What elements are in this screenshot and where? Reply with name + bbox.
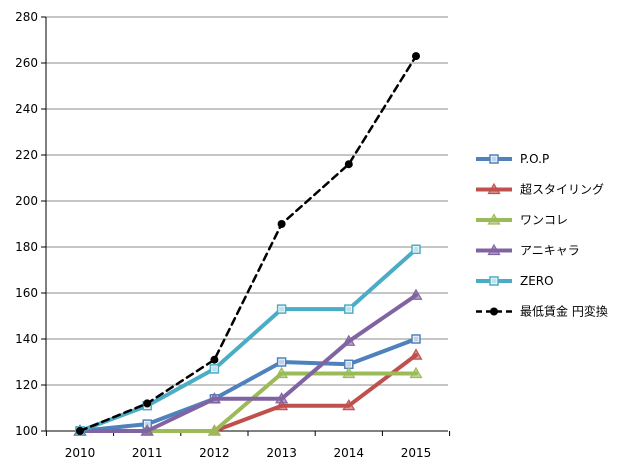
series-2-point xyxy=(207,424,221,436)
y-tick-label: 280 xyxy=(15,10,38,24)
legend-label-0: P.O.P xyxy=(520,152,549,166)
x-tick-label: 2011 xyxy=(132,446,163,460)
series-2-point xyxy=(342,366,356,379)
series-4-point xyxy=(209,364,220,374)
series-line-5 xyxy=(78,54,418,433)
series-0-point-fill xyxy=(279,359,285,365)
series-4-point xyxy=(411,244,421,255)
series-line-4 xyxy=(78,247,418,433)
y-tick-label: 120 xyxy=(15,378,38,392)
series-4-point-fill xyxy=(346,306,352,312)
series-5-point xyxy=(344,160,353,169)
legend-label-3: アニキャラ xyxy=(520,244,580,258)
x-tick-label: 2010 xyxy=(65,446,96,460)
legend-label-5: 最低賃金 円変換 xyxy=(520,304,608,319)
legend-marker-2 xyxy=(487,213,501,225)
series-3-point xyxy=(207,392,221,404)
y-tick-label: 260 xyxy=(15,56,38,70)
y-tick-label: 180 xyxy=(15,240,38,254)
legend-marker-1 xyxy=(487,182,501,195)
series-1-point xyxy=(275,399,289,411)
y-tick-label: 160 xyxy=(15,286,38,300)
series-0-point xyxy=(276,357,287,367)
y-tick-label: 240 xyxy=(15,102,38,116)
series-1-point xyxy=(342,399,356,411)
series-5-point xyxy=(210,355,219,364)
legend-label-1: 超スタイリング xyxy=(520,182,604,197)
series-5-point xyxy=(277,220,286,228)
legend-marker-0-fill xyxy=(491,156,497,162)
x-tick-label: 2013 xyxy=(266,446,297,460)
series-line-3 xyxy=(78,293,418,433)
series-4-point-fill xyxy=(413,246,419,252)
series-0-point xyxy=(411,334,421,344)
legend-marker-4 xyxy=(489,276,499,286)
legend-label-4: ZERO xyxy=(520,274,554,288)
x-tick-label: 2015 xyxy=(401,446,432,460)
y-tick-label: 100 xyxy=(15,424,38,438)
series-1-point xyxy=(409,348,423,360)
legend-label-2: ワンコレ xyxy=(520,213,568,227)
y-tick-label: 140 xyxy=(15,332,38,346)
series-line-1 xyxy=(78,353,418,433)
series-2-point xyxy=(275,366,289,379)
series-0-point-fill xyxy=(413,336,419,342)
series-3-point xyxy=(342,334,356,346)
legend-marker-0 xyxy=(489,154,499,164)
series-3-point xyxy=(409,288,423,300)
series-0-point-fill xyxy=(144,421,150,427)
legend-marker-4-fill xyxy=(491,278,497,284)
series-3-point xyxy=(140,424,154,436)
series-2-point xyxy=(409,366,423,379)
series-4-point-fill xyxy=(279,306,285,312)
legend-marker-3 xyxy=(487,243,501,256)
series-3-point xyxy=(275,392,289,404)
series-4-point xyxy=(344,304,354,314)
x-tick-label: 2014 xyxy=(334,446,365,460)
series-4-point-fill xyxy=(211,366,217,372)
series-line-0 xyxy=(78,337,418,433)
x-tick-label: 2012 xyxy=(199,446,230,460)
series-5-point xyxy=(143,399,152,408)
series-0-point-fill xyxy=(346,361,352,367)
y-tick-label: 200 xyxy=(15,194,38,208)
series-5-point xyxy=(76,427,84,435)
legend-marker-5 xyxy=(490,307,498,316)
series-4-point xyxy=(276,304,287,314)
series-5-point xyxy=(412,52,420,61)
y-tick-label: 220 xyxy=(15,148,38,162)
